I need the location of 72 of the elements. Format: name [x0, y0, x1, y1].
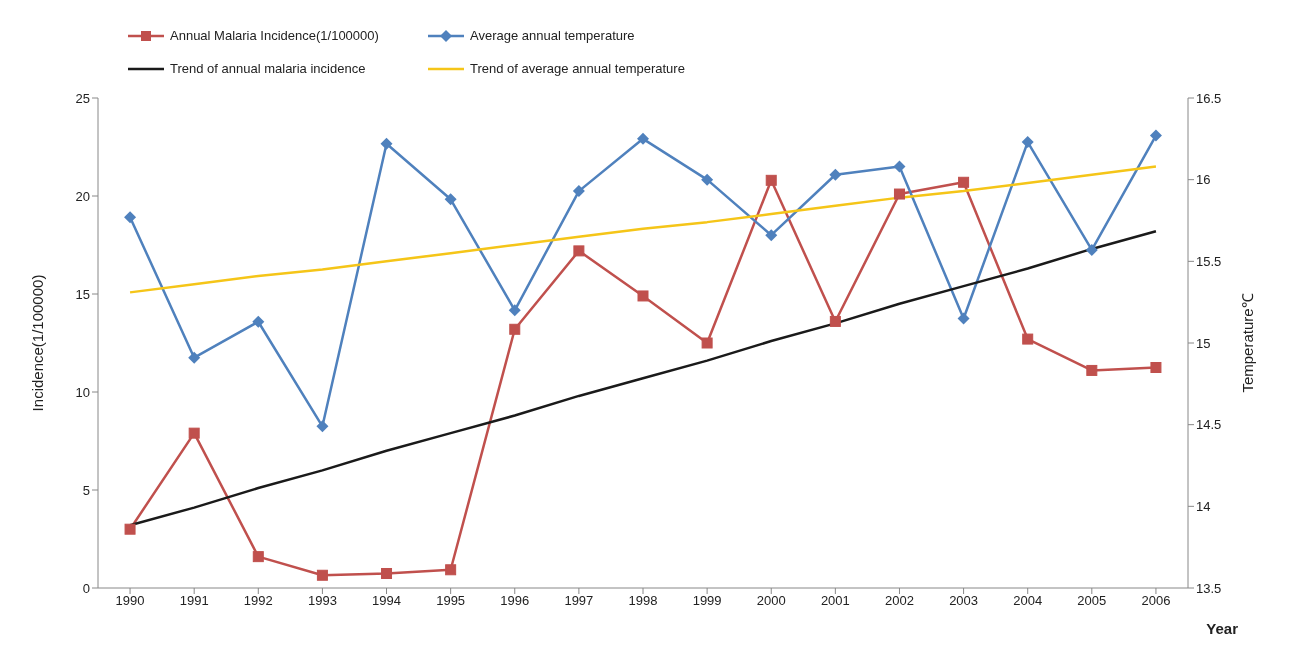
point — [444, 193, 457, 206]
y-tick-label: 10 — [75, 384, 90, 400]
y2-tick-label: 15.5 — [1196, 253, 1222, 269]
point — [188, 351, 201, 364]
point — [958, 176, 970, 188]
y-tick-label: 25 — [75, 90, 90, 106]
point — [701, 173, 714, 186]
x-tick-label: 1992 — [243, 593, 273, 609]
x-tick-label: 1993 — [307, 593, 337, 609]
point — [572, 185, 585, 198]
y-tick-label: 5 — [82, 482, 90, 498]
y-axis-title: Incidence(1/100000) — [29, 274, 47, 412]
point — [829, 315, 841, 327]
point — [1150, 362, 1162, 373]
y2-axis-title: Temperature℃ — [1239, 293, 1257, 393]
x-tick-label: 2006 — [1141, 593, 1171, 609]
point — [380, 137, 393, 150]
point — [1149, 129, 1162, 142]
point — [509, 323, 521, 335]
point — [893, 160, 906, 173]
point — [1022, 333, 1034, 345]
y2-tick-label: 13.5 — [1196, 580, 1222, 596]
point — [701, 337, 713, 349]
y2-tick-label: 14.5 — [1196, 417, 1222, 433]
x-axis-title: Year — [1206, 620, 1238, 637]
point — [188, 427, 200, 439]
point — [252, 551, 264, 563]
y-tick-label: 20 — [75, 188, 90, 204]
x-tick-label: 1991 — [179, 593, 209, 609]
x-tick-label: 2003 — [949, 593, 979, 609]
x-tick-label: 2001 — [820, 593, 850, 609]
point — [316, 420, 329, 433]
legend-label: Annual Malaria Incidence(1/100000) — [170, 28, 379, 43]
x-tick-label: 1997 — [564, 593, 594, 609]
point — [957, 312, 970, 325]
point — [1021, 136, 1034, 149]
point — [445, 564, 457, 576]
point — [381, 568, 393, 579]
x-tick-label: 1994 — [372, 593, 401, 609]
y2-tick-label: 15 — [1196, 335, 1211, 351]
point — [765, 174, 777, 186]
x-tick-label: 1998 — [628, 593, 658, 609]
point — [316, 569, 328, 581]
point — [124, 523, 136, 535]
point — [124, 211, 137, 224]
point — [765, 229, 778, 242]
legend-label: Average annual temperature — [470, 28, 635, 43]
x-tick-label: 2005 — [1077, 593, 1107, 609]
x-tick-label: 1990 — [115, 593, 145, 609]
y2-tick-label: 14 — [1196, 498, 1211, 514]
point — [508, 304, 521, 317]
y-tick-label: 0 — [82, 580, 90, 596]
y2-tick-label: 16 — [1196, 172, 1211, 188]
x-tick-label: 2002 — [885, 593, 914, 609]
legend-label: Trend of average annual temperature — [470, 61, 685, 76]
legend-label: Trend of annual malaria incidence — [170, 61, 366, 76]
x-tick-label: 1996 — [500, 593, 530, 609]
point — [573, 245, 585, 257]
x-tick-label: 1995 — [436, 593, 466, 609]
point — [637, 290, 649, 302]
line-series — [128, 165, 1158, 294]
point — [637, 132, 649, 145]
y2-tick-label: 16.5 — [1196, 90, 1222, 106]
x-tick-label: 2000 — [756, 593, 786, 609]
point — [252, 315, 265, 328]
point — [1086, 364, 1098, 376]
point — [829, 168, 842, 181]
x-tick-label: 2004 — [1013, 593, 1043, 609]
point — [893, 188, 905, 200]
x-tick-label: 1999 — [692, 593, 722, 609]
point — [1085, 243, 1098, 256]
y-tick-label: 15 — [75, 286, 90, 302]
